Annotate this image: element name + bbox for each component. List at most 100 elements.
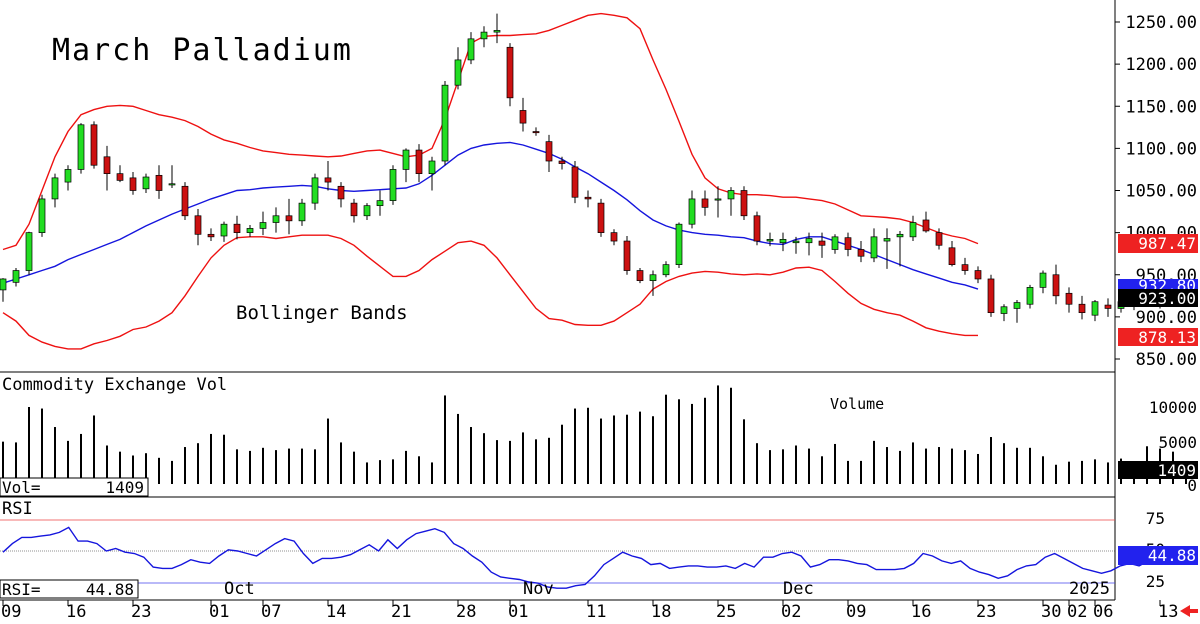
candle-body — [792, 240, 800, 244]
volume-tick-5000: 5000 — [1158, 433, 1197, 452]
lower-band-badge-bg — [1118, 328, 1198, 346]
close-price-badge-bg — [1118, 289, 1198, 307]
time-axis-ticks: 09 16 23 01 07 14 21 28 01 11 18 25 02 09 16 23 30 02 06 13… — [1, 579, 1178, 622]
candle-body — [272, 215, 280, 223]
candle-body — [844, 237, 852, 250]
candle-body — [558, 160, 566, 164]
rsi-last-value: 44.88 — [1148, 546, 1196, 565]
candle-body — [350, 202, 358, 217]
candle-body — [675, 223, 683, 265]
time-tick-label: 18 — [651, 602, 671, 622]
time-tick-label: 06 — [1093, 602, 1113, 622]
price-tick-label: 1200.00 — [1125, 55, 1197, 75]
time-tick-label: 16 — [911, 602, 931, 622]
candle-body — [1039, 272, 1047, 288]
month-label: 2025 — [1069, 579, 1110, 599]
candle-body — [649, 274, 657, 281]
volume-readout-box — [0, 477, 149, 497]
rsi-last-badge-bg — [1118, 546, 1198, 565]
candle-body — [480, 31, 488, 40]
candle-body — [701, 198, 709, 208]
candle-body — [896, 233, 904, 238]
chart-title: March Palladium — [52, 33, 353, 68]
candle-body — [493, 30, 501, 33]
candle-body — [610, 232, 618, 242]
volume-bars — [2, 385, 1187, 484]
candle-body — [714, 198, 722, 201]
candle-body — [38, 198, 46, 233]
candle-body — [662, 264, 670, 276]
rsi-readout-box — [0, 579, 139, 599]
candle-body — [285, 215, 293, 222]
candle-body — [402, 149, 410, 170]
candle-body — [1065, 292, 1073, 305]
rsi-readout-label: RSI= — [2, 580, 41, 599]
candle-body — [1013, 302, 1021, 309]
candle-body — [337, 185, 345, 200]
time-tick-label: 11 — [586, 602, 606, 622]
indicator-label: Bollinger Bands — [236, 302, 408, 324]
candle-body — [636, 270, 644, 281]
candle-body — [324, 177, 332, 183]
bollinger-middle-line — [2, 141, 979, 290]
candle-body — [506, 46, 514, 99]
time-tick-label: 14 — [326, 602, 346, 622]
price-tick-label: 900.00 — [1136, 308, 1197, 328]
candle-body — [909, 222, 917, 238]
candle-body — [779, 239, 787, 244]
candlesticks — [0, 13, 1190, 323]
rsi-line — [2, 526, 1187, 589]
candle-body — [194, 215, 202, 235]
candle-body — [181, 185, 189, 217]
month-label: Oct — [224, 579, 255, 599]
candle-body — [129, 177, 137, 191]
volume-readout-label: Vol= — [2, 478, 41, 497]
time-tick-label: 16 — [66, 602, 86, 622]
lower-band-badge: 878.13 — [1118, 328, 1198, 347]
candle-body — [25, 232, 33, 271]
candle-body — [532, 131, 540, 134]
candle-body — [441, 84, 449, 162]
close-price-badge: 923.00 — [1118, 289, 1198, 308]
candle-body — [688, 198, 696, 225]
volume-panel-label: Commodity Exchange Vol — [2, 375, 227, 395]
candle-body — [415, 149, 423, 174]
time-tick-label: 23 — [976, 602, 996, 622]
rsi-line-group — [2, 526, 1187, 589]
price-tick-label: 1100.00 — [1125, 139, 1197, 159]
candle-body — [857, 249, 865, 257]
candle-body — [311, 177, 319, 204]
time-tick-label: 01 — [508, 602, 528, 622]
time-tick-label: 09 — [1, 602, 21, 622]
candle-body — [298, 202, 306, 222]
time-tick-label: 09 — [846, 602, 866, 622]
candle-body — [922, 219, 930, 232]
candle-body — [727, 190, 735, 200]
upper-band-badge: 987.47 — [1118, 234, 1198, 253]
volume-last-value: 1409 — [1157, 461, 1196, 480]
candle-body — [467, 38, 475, 61]
candle-body — [987, 278, 995, 314]
price-tick-label: 1250.00 — [1125, 13, 1197, 33]
time-tick-label: 30 — [1041, 602, 1061, 622]
price-tick-label: 850.00 — [1136, 350, 1197, 370]
left-arrow-icon[interactable] — [1180, 605, 1198, 617]
month-label: Dec — [783, 579, 814, 599]
candle-body — [155, 174, 163, 191]
candle-body — [870, 236, 878, 259]
time-tick-label: 02 — [781, 602, 801, 622]
upper-band-value: 987.47 — [1138, 234, 1196, 253]
bollinger-lower-line — [2, 234, 978, 350]
rsi-tick-25: 25 — [1146, 572, 1165, 591]
candle-body — [545, 141, 553, 162]
rsi-panel-label: RSI — [2, 499, 33, 519]
candle-body — [116, 173, 124, 181]
candle-body — [519, 110, 527, 124]
candle-body — [948, 247, 956, 265]
time-tick-label: 28 — [456, 602, 476, 622]
lower-band-value: 878.13 — [1138, 328, 1196, 347]
middle-band-badge-bg — [1118, 279, 1198, 291]
candle-body — [935, 232, 943, 246]
time-tick-label: 23 — [131, 602, 151, 622]
candle-body — [64, 169, 72, 183]
